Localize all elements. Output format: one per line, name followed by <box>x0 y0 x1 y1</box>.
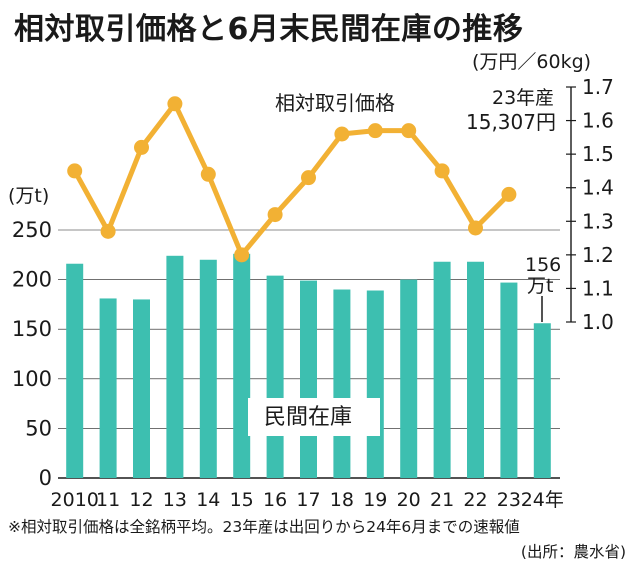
right-tick-label: 1.2 <box>582 243 614 267</box>
price-point-17 <box>301 170 316 186</box>
bar-15 <box>233 253 251 478</box>
x-tick-label: 2010 <box>51 489 99 511</box>
right-axis: 1.0 1.1 1.2 1.3 1.4 1.5 1.6 1.7 <box>566 75 614 334</box>
bar-21 <box>433 261 451 478</box>
right-tick-label: 1.6 <box>582 109 614 133</box>
bar-20 <box>400 279 418 478</box>
right-tick-label: 1.4 <box>582 176 614 200</box>
price-point-15 <box>234 247 250 263</box>
x-tick-label: 17 <box>296 489 320 511</box>
bar-13 <box>166 255 184 478</box>
x-tick-label: 24年 <box>521 489 564 511</box>
source-note: (出所：農水省) <box>520 543 626 561</box>
chart-title: 相対取引価格と6月末民間在庫の推移 <box>14 12 524 47</box>
left-tick-label: 150 <box>12 317 52 341</box>
bar-12 <box>133 299 150 478</box>
bar-2010 <box>66 263 84 478</box>
x-tick-label: 19 <box>363 489 387 511</box>
bar-series-stock <box>66 253 551 478</box>
x-tick-label: 14 <box>196 489 220 511</box>
x-tick-label: 22 <box>463 489 487 511</box>
price-point-21 <box>434 163 450 179</box>
stock-series-label-bg <box>248 398 380 436</box>
bar-14 <box>199 259 217 478</box>
price-point-16 <box>267 207 283 223</box>
x-tick-label: 15 <box>230 489 254 511</box>
stock-series-label: 民間在庫 <box>264 405 352 430</box>
price-point-19 <box>367 123 383 139</box>
right-tick-label: 1.0 <box>582 310 614 334</box>
stock-annotation-unit: 万t <box>527 275 553 297</box>
price-annotation-value: 15,307円 <box>466 110 556 134</box>
footnote: ※相対取引価格は全銘柄平均。23年産は出回りから24年6月までの速報値 <box>8 518 520 536</box>
left-tick-label: 50 <box>25 416 52 440</box>
left-tick-label: 100 <box>12 367 52 391</box>
bar-23 <box>500 282 518 478</box>
right-tick-label: 1.7 <box>582 75 614 99</box>
bar-24年 <box>533 323 551 478</box>
price-point-18 <box>334 126 350 142</box>
left-tick-label: 200 <box>12 268 52 292</box>
left-tick-label: 250 <box>12 218 52 242</box>
x-tick-label: 11 <box>96 489 120 511</box>
x-tick-label: 20 <box>397 489 421 511</box>
left-axis-tick-labels: 0 50 100 150 200 250 <box>12 218 52 490</box>
price-point-22 <box>468 220 483 236</box>
right-axis-unit: (万円／60kg) <box>472 51 591 73</box>
stock-annotation-value: 156 <box>525 254 561 276</box>
bar-22 <box>467 261 484 478</box>
price-point-13 <box>167 96 183 112</box>
right-tick-label: 1.3 <box>582 209 614 233</box>
price-point-2010 <box>67 163 83 179</box>
price-point-14 <box>200 166 216 182</box>
x-tick-label: 13 <box>163 489 187 511</box>
price-series-label: 相対取引価格 <box>275 91 395 115</box>
x-tick-label: 18 <box>330 489 354 511</box>
price-point-20 <box>401 123 417 139</box>
left-tick-label: 0 <box>39 466 52 490</box>
right-tick-label: 1.5 <box>582 142 614 166</box>
line-series-price <box>67 96 517 263</box>
price-line <box>72 101 511 258</box>
bar-17 <box>300 280 317 478</box>
x-tick-label: 23 <box>497 489 521 511</box>
bar-18 <box>333 289 351 478</box>
bar-16 <box>266 275 284 478</box>
left-axis-unit: (万t) <box>8 185 49 207</box>
x-tick-label: 16 <box>263 489 287 511</box>
bar-19 <box>366 290 384 478</box>
x-tick-label: 12 <box>129 489 153 511</box>
price-point-12 <box>134 139 149 155</box>
price-annotation-year: 23年産 <box>492 87 554 109</box>
bar-11 <box>99 298 117 478</box>
price-point-23 <box>501 186 517 202</box>
right-tick-label: 1.1 <box>582 276 614 300</box>
price-point-11 <box>100 223 116 239</box>
x-tick-label: 21 <box>430 489 454 511</box>
